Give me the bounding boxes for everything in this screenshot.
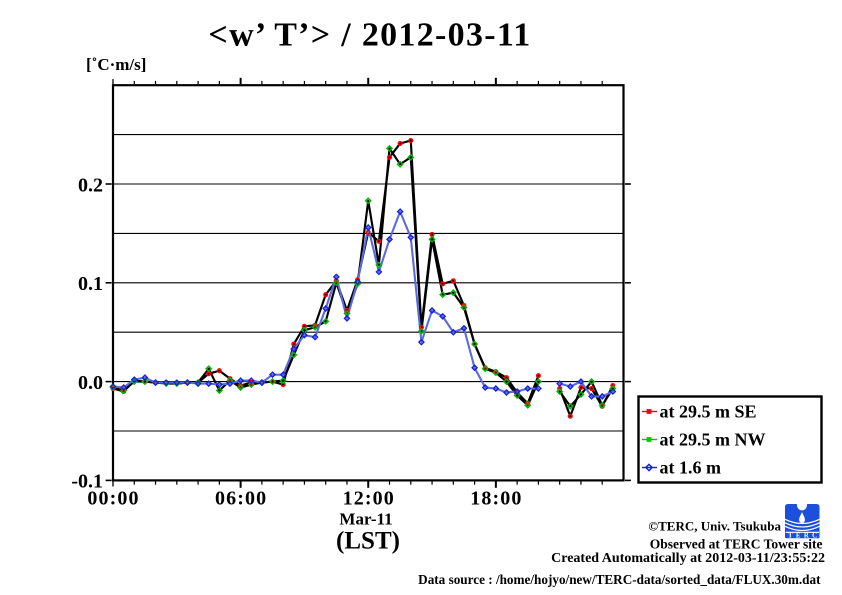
svg-text:Observed at TERC Tower site: Observed at TERC Tower site [650, 537, 823, 552]
svg-text:(LST): (LST) [336, 528, 400, 555]
svg-text:[˚C·m/s]: [˚C·m/s] [86, 55, 146, 74]
svg-text:at 29.5 m SE: at 29.5 m SE [660, 402, 757, 422]
svg-text:0.1: 0.1 [78, 273, 103, 295]
svg-text:18:00: 18:00 [470, 488, 522, 510]
svg-text:0.0: 0.0 [78, 372, 103, 394]
svg-text:-0.1: -0.1 [71, 471, 103, 493]
svg-text:at 1.6 m: at 1.6 m [660, 458, 722, 478]
svg-text:00:00: 00:00 [87, 488, 139, 510]
svg-text:0.2: 0.2 [78, 174, 103, 196]
svg-text:TERC: TERC [788, 533, 820, 540]
svg-text:©TERC, Univ. Tsukuba: ©TERC, Univ. Tsukuba [648, 519, 781, 534]
svg-text:at 29.5 m NW: at 29.5 m NW [660, 430, 766, 450]
svg-text:12:00: 12:00 [343, 488, 395, 510]
svg-text:Mar-11: Mar-11 [339, 510, 392, 529]
svg-text:06:00: 06:00 [215, 488, 267, 510]
svg-text:Data source : /home/hojyo/new/: Data source : /home/hojyo/new/TERC-data/… [418, 572, 821, 587]
svg-text:Created Automatically at 2012-: Created Automatically at 2012-03-11/23:5… [551, 551, 825, 566]
svg-text:<w’ T’> / 2012-03-11: <w’ T’> / 2012-03-11 [208, 17, 531, 54]
